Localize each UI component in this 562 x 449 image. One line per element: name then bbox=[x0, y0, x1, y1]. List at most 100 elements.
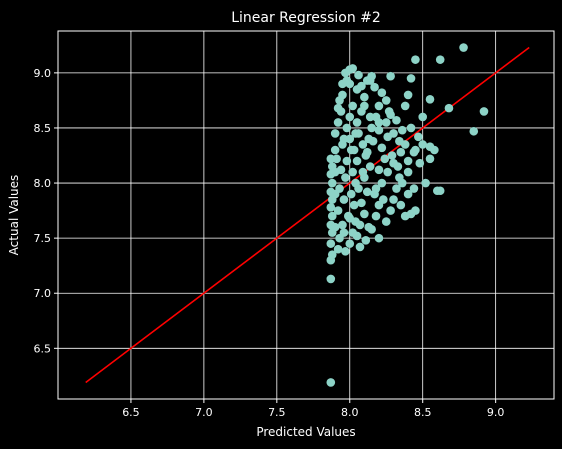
scatter-point bbox=[381, 217, 391, 226]
scatter-point bbox=[358, 140, 368, 149]
y-tick-label: 8.0 bbox=[34, 177, 52, 190]
scatter-point bbox=[326, 202, 336, 212]
scatter-point bbox=[411, 206, 420, 215]
scatter-point bbox=[326, 239, 336, 248]
scatter-point bbox=[351, 129, 360, 138]
x-tick-label: 7.0 bbox=[195, 406, 213, 419]
scatter-point bbox=[425, 95, 435, 104]
scatter-point bbox=[435, 55, 445, 64]
scatter-point bbox=[354, 70, 363, 80]
scatter-point bbox=[381, 96, 391, 105]
y-tick-label: 7.5 bbox=[34, 232, 52, 245]
scatter-point bbox=[370, 82, 379, 92]
scatter-point bbox=[379, 195, 388, 204]
y-tick-label: 8.5 bbox=[34, 122, 52, 135]
scatter-point bbox=[371, 211, 381, 221]
scatter-point bbox=[386, 71, 395, 81]
scatter-point bbox=[418, 140, 428, 149]
chart-title: Linear Regression #2 bbox=[231, 10, 381, 26]
scatter-point bbox=[384, 107, 394, 116]
scatter-point bbox=[409, 147, 419, 157]
grid-lines bbox=[58, 31, 554, 399]
scatter-point bbox=[338, 90, 347, 100]
regression-line bbox=[85, 46, 530, 384]
scatter-point bbox=[342, 123, 352, 133]
scatter-point bbox=[338, 220, 347, 230]
scatter-point bbox=[380, 154, 390, 164]
scatter-point bbox=[326, 274, 336, 284]
scatter-point bbox=[341, 247, 350, 256]
scatter-point bbox=[341, 173, 350, 182]
scatter-point bbox=[346, 189, 356, 199]
scatter-point bbox=[421, 178, 430, 188]
scatter-point bbox=[411, 55, 420, 64]
scatter-point bbox=[389, 129, 398, 138]
scatter-point bbox=[360, 92, 369, 102]
scatter-point bbox=[425, 142, 435, 151]
scatter-point bbox=[392, 115, 401, 125]
scatter-point bbox=[364, 134, 374, 144]
scatter-point bbox=[374, 233, 384, 243]
scatter-point bbox=[409, 184, 419, 193]
x-tick-label: 9.0 bbox=[487, 406, 505, 419]
scatter-point bbox=[330, 145, 340, 155]
scatter-point bbox=[360, 101, 369, 111]
scatter-point bbox=[339, 134, 349, 144]
scatter-point bbox=[345, 112, 355, 122]
scatter-point bbox=[365, 112, 375, 122]
scatter-point bbox=[387, 151, 397, 160]
plot-frame bbox=[57, 30, 555, 400]
scatter-point bbox=[415, 158, 425, 168]
y-tick-label: 6.5 bbox=[34, 342, 52, 355]
scatter-point bbox=[365, 162, 375, 171]
scatter-point bbox=[479, 107, 489, 116]
scatter-point bbox=[327, 211, 337, 221]
scatter-point bbox=[352, 118, 362, 127]
scatter-point bbox=[355, 242, 365, 252]
scatter-point bbox=[397, 178, 407, 188]
scatter-point bbox=[333, 118, 343, 127]
scatter-point bbox=[345, 65, 355, 74]
scatter-point bbox=[396, 147, 406, 157]
scatter-point bbox=[362, 187, 372, 197]
scatter-point bbox=[374, 101, 384, 111]
scatter-point bbox=[327, 250, 337, 259]
scatter-point bbox=[397, 125, 407, 135]
scatter-point bbox=[364, 222, 374, 232]
x-tick-label: 8.5 bbox=[414, 406, 432, 419]
scatter-point bbox=[332, 154, 341, 164]
scatter-point bbox=[395, 136, 404, 146]
scatter-point bbox=[396, 200, 406, 210]
scatter-point bbox=[400, 101, 410, 111]
scatter-point bbox=[381, 118, 391, 127]
y-tick-label: 9.0 bbox=[34, 67, 52, 80]
scatter-point bbox=[403, 167, 413, 177]
scatter-point bbox=[418, 112, 428, 122]
scatter-point bbox=[425, 154, 435, 164]
scatter-point bbox=[361, 151, 371, 160]
scatter-point bbox=[374, 165, 384, 175]
scatter-point bbox=[352, 156, 362, 166]
x-tick-label: 6.5 bbox=[122, 406, 140, 419]
scatter-point bbox=[459, 43, 468, 52]
scatter-point bbox=[344, 211, 353, 221]
scatter-point bbox=[444, 103, 454, 113]
scatter-point bbox=[349, 200, 359, 210]
scatter-point bbox=[348, 101, 357, 111]
scatter-point bbox=[346, 145, 356, 155]
scatter-point bbox=[386, 206, 395, 215]
scatter-point bbox=[406, 123, 416, 133]
regression-line-group bbox=[85, 46, 530, 384]
y-axis-ticks: 6.5 7.0 7.5 8.0 8.5 9.0 bbox=[34, 67, 58, 355]
scatter-point bbox=[365, 76, 375, 85]
scatter-point bbox=[377, 178, 387, 188]
scatter-point bbox=[392, 184, 401, 193]
scatter-point bbox=[330, 167, 340, 177]
scatter-point bbox=[403, 156, 413, 166]
scatter-point bbox=[330, 222, 340, 232]
y-tick-label: 7.0 bbox=[34, 287, 52, 300]
scatter-points bbox=[326, 43, 489, 387]
scatter-point bbox=[357, 198, 366, 208]
scatter-point bbox=[330, 189, 340, 199]
